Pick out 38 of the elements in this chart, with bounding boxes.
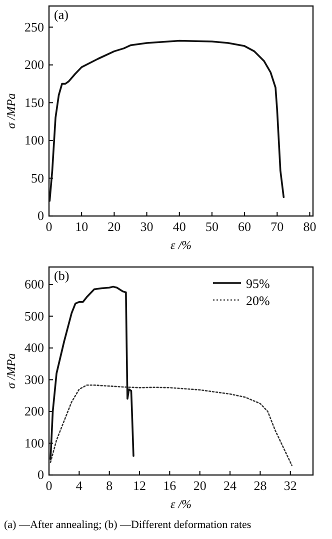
- x-tick-label: 20: [193, 478, 206, 494]
- chart-title: (b): [54, 268, 70, 283]
- x-tick-label: 50: [205, 219, 218, 234]
- x-tick-label: 80: [303, 219, 316, 234]
- x-tick-label: 16: [163, 478, 177, 494]
- y-tick-label: 500: [24, 308, 44, 324]
- x-axis-title: ε /%: [170, 497, 192, 511]
- x-tick-label: 12: [133, 478, 146, 494]
- y-tick-label: 150: [24, 94, 44, 110]
- x-tick-label: 40: [172, 219, 186, 234]
- legend-label: 20%: [246, 293, 270, 308]
- x-tick-label: 4: [76, 478, 83, 494]
- x-tick-label: 60: [238, 219, 252, 234]
- text: (a) —After annealing; (b) —Different deformation rates: [4, 519, 252, 531]
- y-tick-label: 250: [24, 19, 44, 34]
- y-tick-label: 600: [24, 276, 44, 292]
- x-tick-label: 30: [140, 219, 154, 234]
- y-tick-label: 200: [24, 404, 44, 419]
- x-tick-label: 24: [224, 478, 238, 494]
- y-tick-label: 0: [38, 208, 44, 224]
- x-tick-label: 20: [108, 219, 121, 234]
- x-tick-label: 70: [270, 219, 284, 234]
- x-axis-title: ε /%: [170, 238, 192, 252]
- x-tick-label: 28: [254, 478, 267, 494]
- x-tick-label: 32: [284, 478, 297, 494]
- y-tick-label: 200: [24, 57, 44, 72]
- y-axis-title: σ /MPa: [4, 93, 18, 129]
- y-tick-label: 0: [38, 467, 44, 482]
- x-tick-label: 8: [106, 478, 113, 494]
- chart-title: (a): [54, 7, 68, 22]
- y-tick-label: 100: [24, 132, 44, 148]
- legend-label: 95%: [246, 276, 270, 291]
- y-tick-label: 400: [24, 340, 44, 356]
- y-tick-label: 50: [31, 170, 44, 186]
- y-axis-title: σ /MPa: [4, 353, 18, 389]
- y-tick-label: 100: [24, 435, 44, 450]
- x-tick-label: 10: [75, 219, 88, 234]
- y-tick-label: 300: [24, 372, 44, 387]
